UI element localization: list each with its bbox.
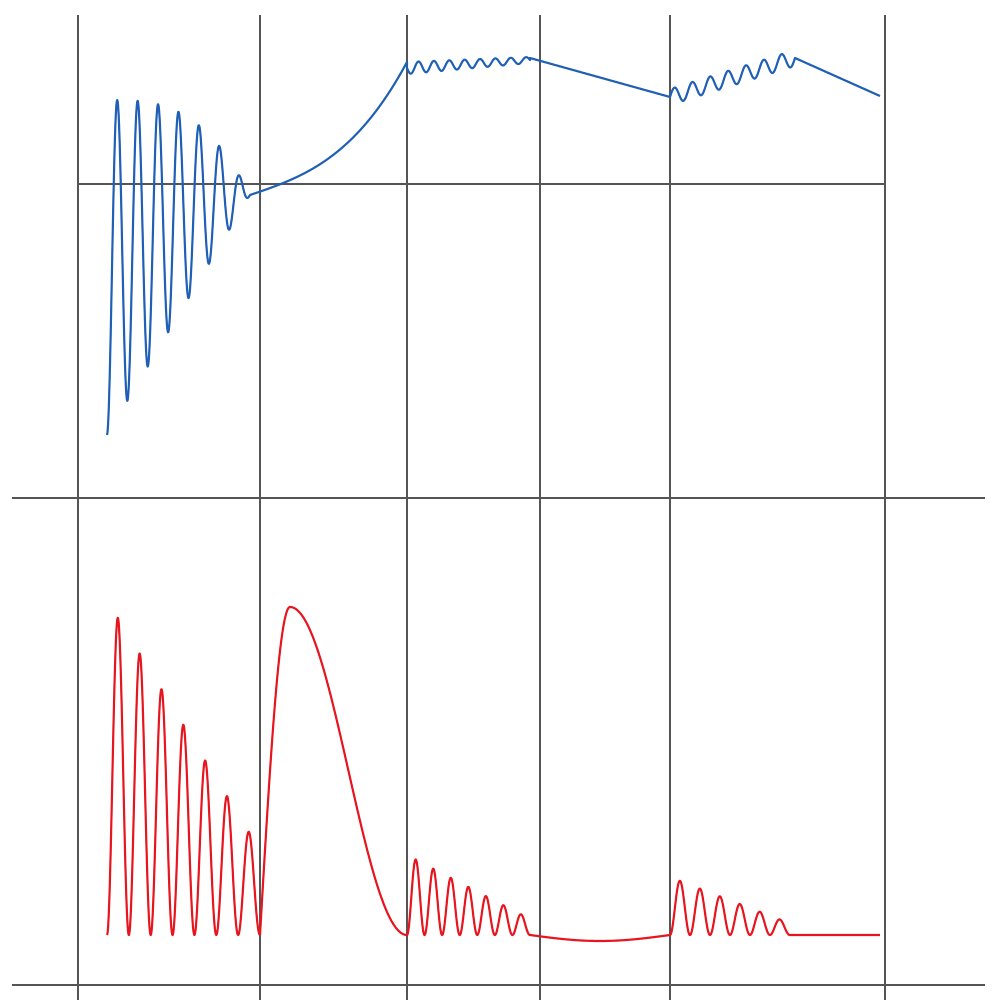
grid: [12, 15, 985, 1000]
lower-waveform: [105, 605, 881, 943]
upper-waveform: [105, 53, 881, 436]
